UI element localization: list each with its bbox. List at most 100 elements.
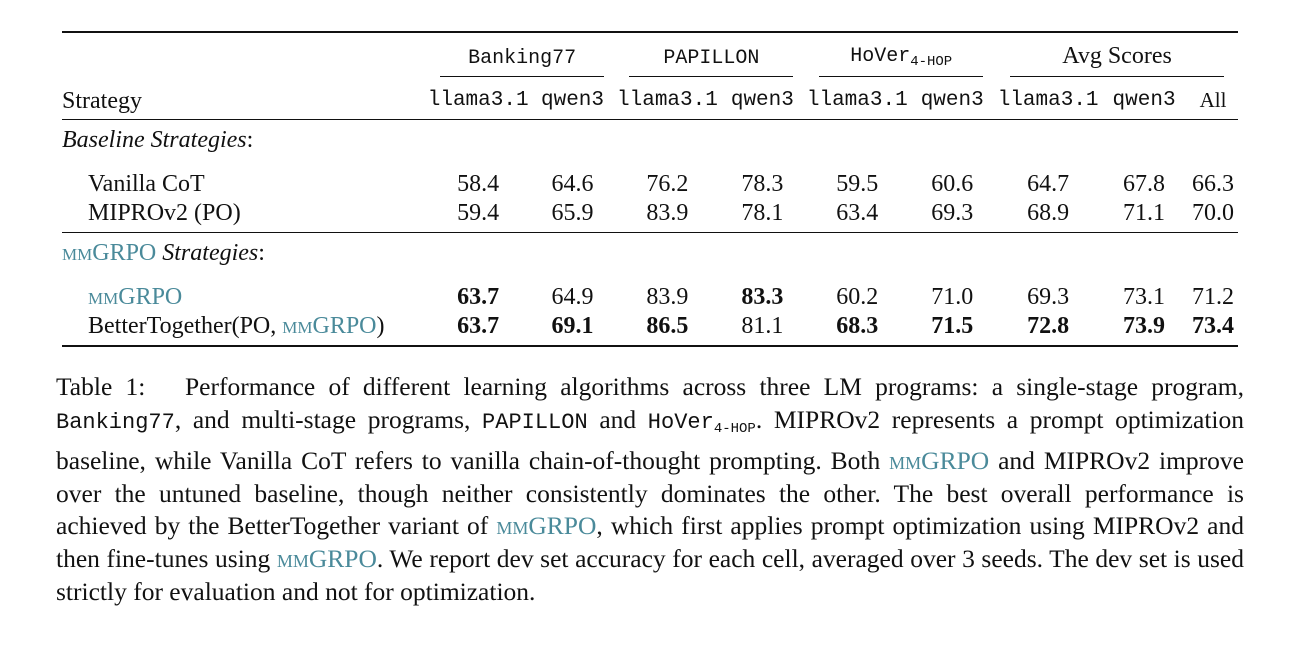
caption-text: and MIPROv2 improve over the untuned bas…: [56, 446, 1244, 541]
table-row: mmGRPO 63.7 64.9 83.9 83.3 60.2 71.0 69.3 73.1 71…: [62, 273, 1238, 312]
score-cell: 69.1: [528, 312, 617, 347]
model-header: llama3.1: [997, 88, 1099, 112]
row-label-method: mmGRPO: [282, 313, 377, 339]
caption-program-name: Banking77: [56, 409, 175, 435]
score-cell: 59.4: [457, 200, 500, 226]
score-cell: 58.4: [457, 171, 500, 197]
results-table-container: Strategy Banking77 PAPILLON HoVer4-HOP A…: [62, 31, 1238, 347]
caption-method-name: mmGRPO: [889, 446, 990, 476]
row-label-text: BetterTogether(PO,: [88, 313, 283, 339]
score-cell: 64.6: [551, 171, 594, 197]
model-header-row: llama3.1 qwen3 llama3.1 qwen3 llama3.1 qwen3 l…: [62, 81, 1238, 120]
score-cell: 68.9: [1027, 200, 1070, 226]
group-label: Banking77: [440, 47, 605, 77]
group-label-text: HoVer: [850, 45, 911, 68]
strategy-header: Strategy: [62, 31, 428, 120]
model-header: llama3.1: [427, 88, 529, 112]
group-label-subscript: 4-HOP: [910, 54, 953, 70]
score-cell: 83.3: [741, 284, 784, 310]
model-header: qwen3: [920, 88, 984, 112]
section-header-row: Baseline Strategies:: [62, 119, 1238, 160]
section-title-text: Baseline Strategies: [62, 126, 247, 153]
score-cell: 76.2: [646, 171, 689, 197]
caption-text: , which first applies prompt optimizatio…: [56, 511, 1244, 573]
row-label-text: MIPROv2 (PO): [88, 200, 241, 226]
row-label: Vanilla CoT: [62, 160, 428, 199]
score-cell: 63.4: [836, 200, 879, 226]
table-caption: Table 1: Performance of different learni…: [56, 371, 1244, 608]
score-cell: 73.1: [1123, 284, 1166, 310]
caption-method-name: mmGRPO: [496, 511, 597, 541]
model-header: All: [1199, 87, 1227, 112]
caption-label: Table 1:: [56, 372, 146, 401]
row-label: MIPROv2 (PO): [62, 199, 428, 233]
row-label: BetterTogether(PO, mmGRPO): [62, 312, 428, 347]
group-header-hover: HoVer4-HOP: [806, 31, 997, 81]
score-cell: 64.7: [1027, 171, 1070, 197]
caption-method-name: mmGRPO: [276, 543, 377, 573]
caption-text: and: [587, 404, 648, 434]
score-cell: 72.8: [996, 312, 1101, 347]
score-cell: 86.5: [616, 312, 719, 347]
group-header-papillon: PAPILLON: [616, 31, 807, 81]
score-cell: 60.2: [836, 284, 879, 310]
section-title: mmGRPO Strategies:: [62, 232, 1238, 273]
caption-program-text: HoVer: [647, 409, 714, 435]
score-cell: 71.2: [1192, 284, 1234, 310]
model-header: qwen3: [730, 88, 794, 112]
caption-text: . MIPROv2 represents a prompt optimizati…: [56, 404, 1244, 476]
score-cell: 73.4: [1188, 312, 1238, 347]
score-cell: 83.9: [646, 284, 689, 310]
table-row: Vanilla CoT 58.4 64.6 76.2 78.3 59.5 60.6 64.7 6…: [62, 160, 1238, 199]
caption-program-subscript: 4-HOP: [713, 420, 756, 437]
score-cell: 59.5: [836, 171, 879, 197]
score-cell: 60.6: [931, 171, 974, 197]
row-label-suffix: ): [376, 313, 385, 339]
section-title: Baseline Strategies:: [62, 119, 1238, 160]
model-header: llama3.1: [806, 88, 908, 112]
group-label: Avg Scores: [1010, 43, 1225, 77]
section-title-text: Strategies: [162, 239, 259, 266]
score-cell: 63.7: [427, 312, 529, 347]
group-label: PAPILLON: [629, 47, 794, 77]
row-label: mmGRPO: [62, 273, 428, 312]
score-cell: 67.8: [1123, 171, 1166, 197]
section-title-suffix: :: [246, 126, 254, 153]
caption-program-name: PAPILLON: [482, 409, 588, 435]
row-label-text: Vanilla CoT: [88, 171, 205, 197]
score-cell: 81.1: [718, 312, 807, 347]
section-header-row: mmGRPO Strategies:: [62, 232, 1238, 273]
caption-text: Performance of different learning algori…: [184, 372, 1245, 401]
score-cell: 73.9: [1100, 312, 1188, 347]
score-cell: 71.5: [908, 312, 997, 347]
table-row: MIPROv2 (PO) 59.4 65.9 83.9 78.1 63.4 69.3 68.9…: [62, 199, 1238, 233]
caption-text: . We report dev set accuracy for each ce…: [56, 543, 1244, 606]
group-header-row: Strategy Banking77 PAPILLON HoVer4-HOP A…: [62, 31, 1238, 120]
model-header: llama3.1: [617, 88, 718, 112]
score-cell: 69.3: [1027, 284, 1070, 310]
score-cell: 83.9: [646, 200, 689, 226]
score-cell: 78.3: [741, 171, 784, 197]
score-cell: 66.3: [1192, 171, 1234, 197]
caption-text: , and multi-stage programs,: [174, 404, 483, 434]
model-header: qwen3: [541, 88, 605, 112]
caption-program-name: HoVer4-HOP: [647, 409, 756, 437]
model-header: qwen3: [1112, 88, 1176, 112]
group-header-avg-scores: Avg Scores: [996, 31, 1238, 81]
score-cell: 69.3: [931, 200, 974, 226]
table-row: BetterTogether(PO, mmGRPO) 63.7 69.1 86.5 81…: [62, 312, 1238, 347]
section-title-suffix: :: [258, 239, 265, 266]
table-body: Baseline Strategies: Vanilla CoT 58.4 64.6 7…: [62, 119, 1238, 347]
score-cell: 65.9: [551, 200, 594, 226]
score-cell: 78.1: [741, 200, 784, 226]
score-cell: 71.0: [931, 284, 974, 310]
score-cell: 68.3: [806, 312, 909, 347]
results-table: Strategy Banking77 PAPILLON HoVer4-HOP A…: [62, 31, 1238, 347]
score-cell: 64.9: [551, 284, 594, 310]
section-title-method: mmGRPO: [62, 239, 157, 266]
row-label-method: mmGRPO: [88, 284, 183, 310]
score-cell: 63.7: [457, 284, 500, 310]
score-cell: 70.0: [1192, 200, 1234, 226]
group-label: HoVer4-HOP: [819, 45, 984, 77]
group-header-banking77: Banking77: [427, 31, 617, 81]
